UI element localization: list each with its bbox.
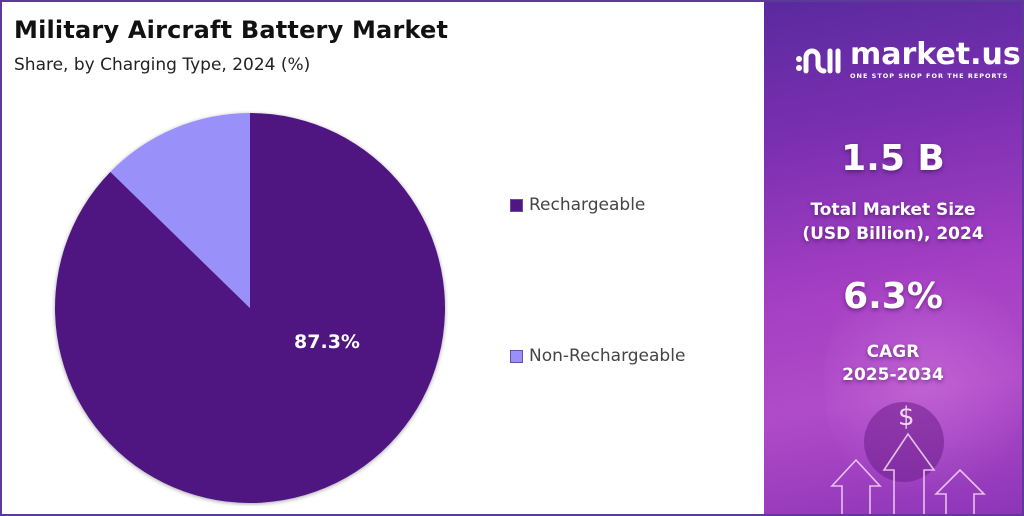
pie-slice-rechargeable	[54, 113, 445, 503]
legend-swatch-icon	[510, 198, 523, 212]
cagr-label-2: 2025-2034	[842, 365, 944, 385]
market-size-value: 1.5 B	[841, 138, 945, 179]
chart-title: Military Aircraft Battery Market	[14, 16, 449, 44]
logo-name: market.us	[850, 37, 1021, 72]
market-size-label-2: (USD Billion), 2024	[802, 224, 984, 244]
growth-arrows-icon	[830, 432, 986, 514]
chart-subtitle: Share, by Charging Type, 2024 (%)	[14, 55, 311, 75]
logo-icon	[796, 48, 841, 74]
pie-chart: 87.3%	[54, 113, 445, 503]
background-cup-image	[864, 402, 944, 482]
market-us-logo: market.us ONE STOP SHOP FOR THE REPORTS	[794, 40, 1021, 80]
legend-item-non-rechargeable: Non-Rechargeable	[510, 346, 685, 366]
market-size-label-1: Total Market Size	[810, 200, 976, 220]
legend-label: Non-Rechargeable	[529, 346, 686, 366]
dollar-icon: $	[898, 402, 915, 432]
cagr-label-1: CAGR	[866, 342, 920, 362]
legend-item-rechargeable: Rechargeable	[510, 195, 645, 215]
stats-sidebar: market.us ONE STOP SHOP FOR THE REPORTS …	[764, 2, 1022, 514]
pie-data-label: 87.3%	[294, 331, 360, 353]
cagr-value: 6.3%	[843, 276, 943, 317]
legend-swatch-icon	[510, 349, 523, 363]
chart-panel: Military Aircraft Battery Market Share, …	[2, 2, 764, 514]
pie-slice-non-rechargeable	[110, 113, 250, 308]
logo-tagline: ONE STOP SHOP FOR THE REPORTS	[850, 72, 1009, 80]
legend-label: Rechargeable	[529, 195, 646, 215]
